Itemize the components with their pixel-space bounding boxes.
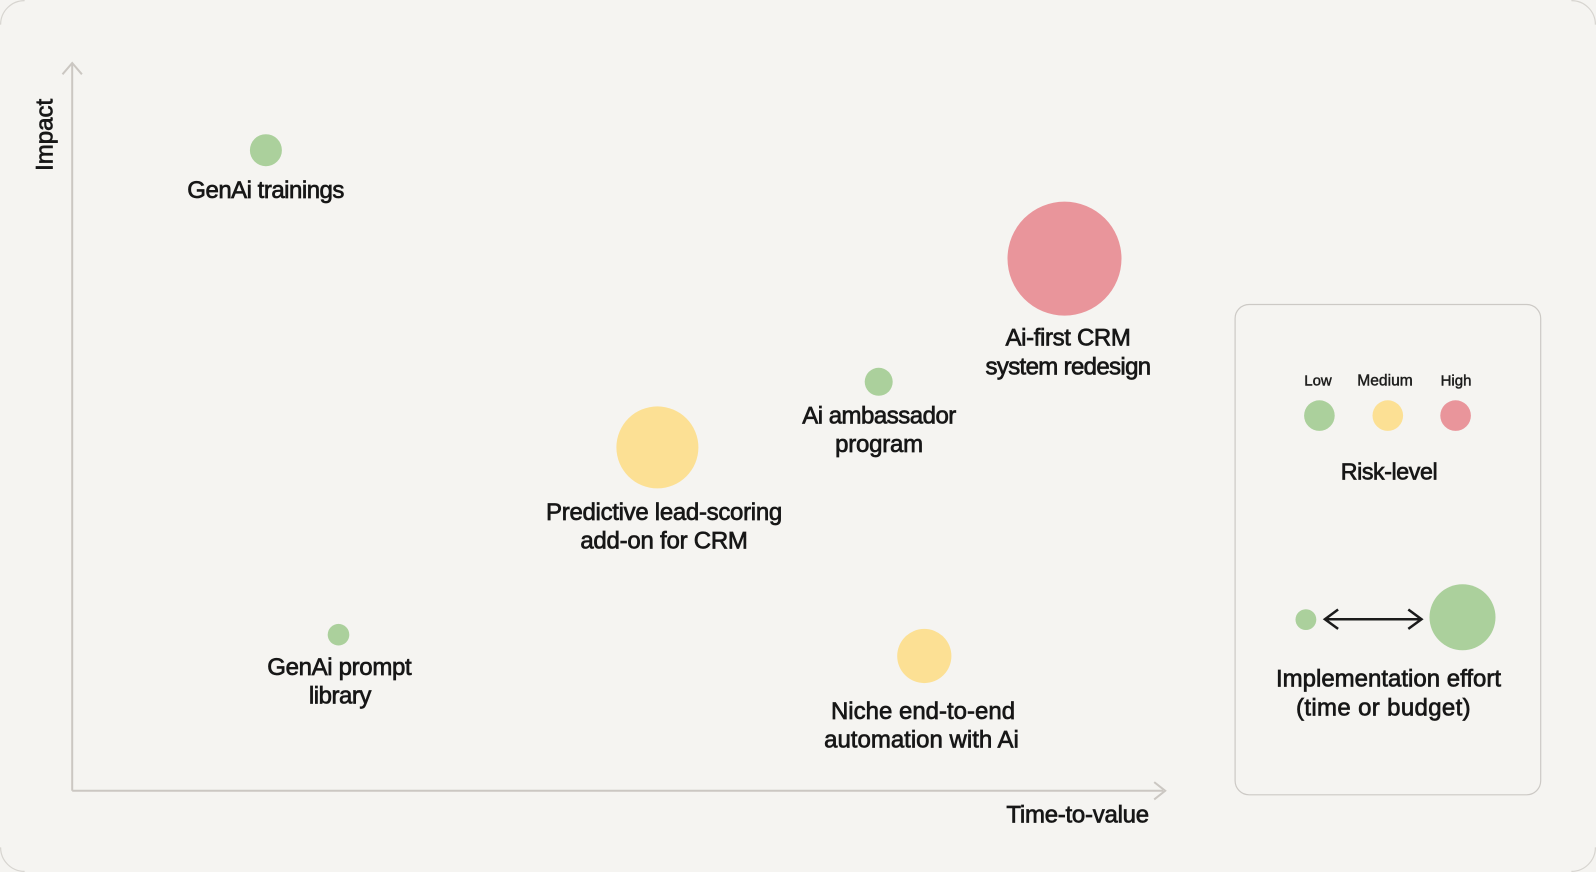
svg-text:automation with Ai: automation with Ai	[824, 726, 1019, 753]
svg-text:GenAi trainings: GenAi trainings	[187, 177, 344, 204]
svg-text:Implementation effort: Implementation effort	[1276, 666, 1501, 693]
svg-text:Low: Low	[1304, 373, 1332, 390]
svg-text:library: library	[309, 682, 372, 709]
svg-text:GenAi prompt: GenAi prompt	[267, 654, 412, 681]
svg-text:Ai ambassador: Ai ambassador	[802, 402, 956, 429]
svg-text:Impact: Impact	[32, 99, 59, 171]
svg-text:(time or budget): (time or budget)	[1296, 694, 1471, 721]
svg-text:program: program	[835, 431, 923, 458]
svg-text:High: High	[1441, 373, 1472, 390]
svg-text:add-on for CRM: add-on for CRM	[580, 527, 747, 554]
svg-text:Time-to-value: Time-to-value	[1006, 802, 1148, 829]
svg-text:Medium: Medium	[1357, 373, 1412, 390]
svg-text:system redesign: system redesign	[986, 354, 1151, 381]
svg-text:Risk-level: Risk-level	[1341, 459, 1438, 485]
svg-text:Predictive lead-scoring: Predictive lead-scoring	[546, 499, 782, 526]
svg-text:Ai-first CRM: Ai-first CRM	[1005, 325, 1130, 352]
svg-text:Niche end-to-end: Niche end-to-end	[831, 698, 1015, 725]
